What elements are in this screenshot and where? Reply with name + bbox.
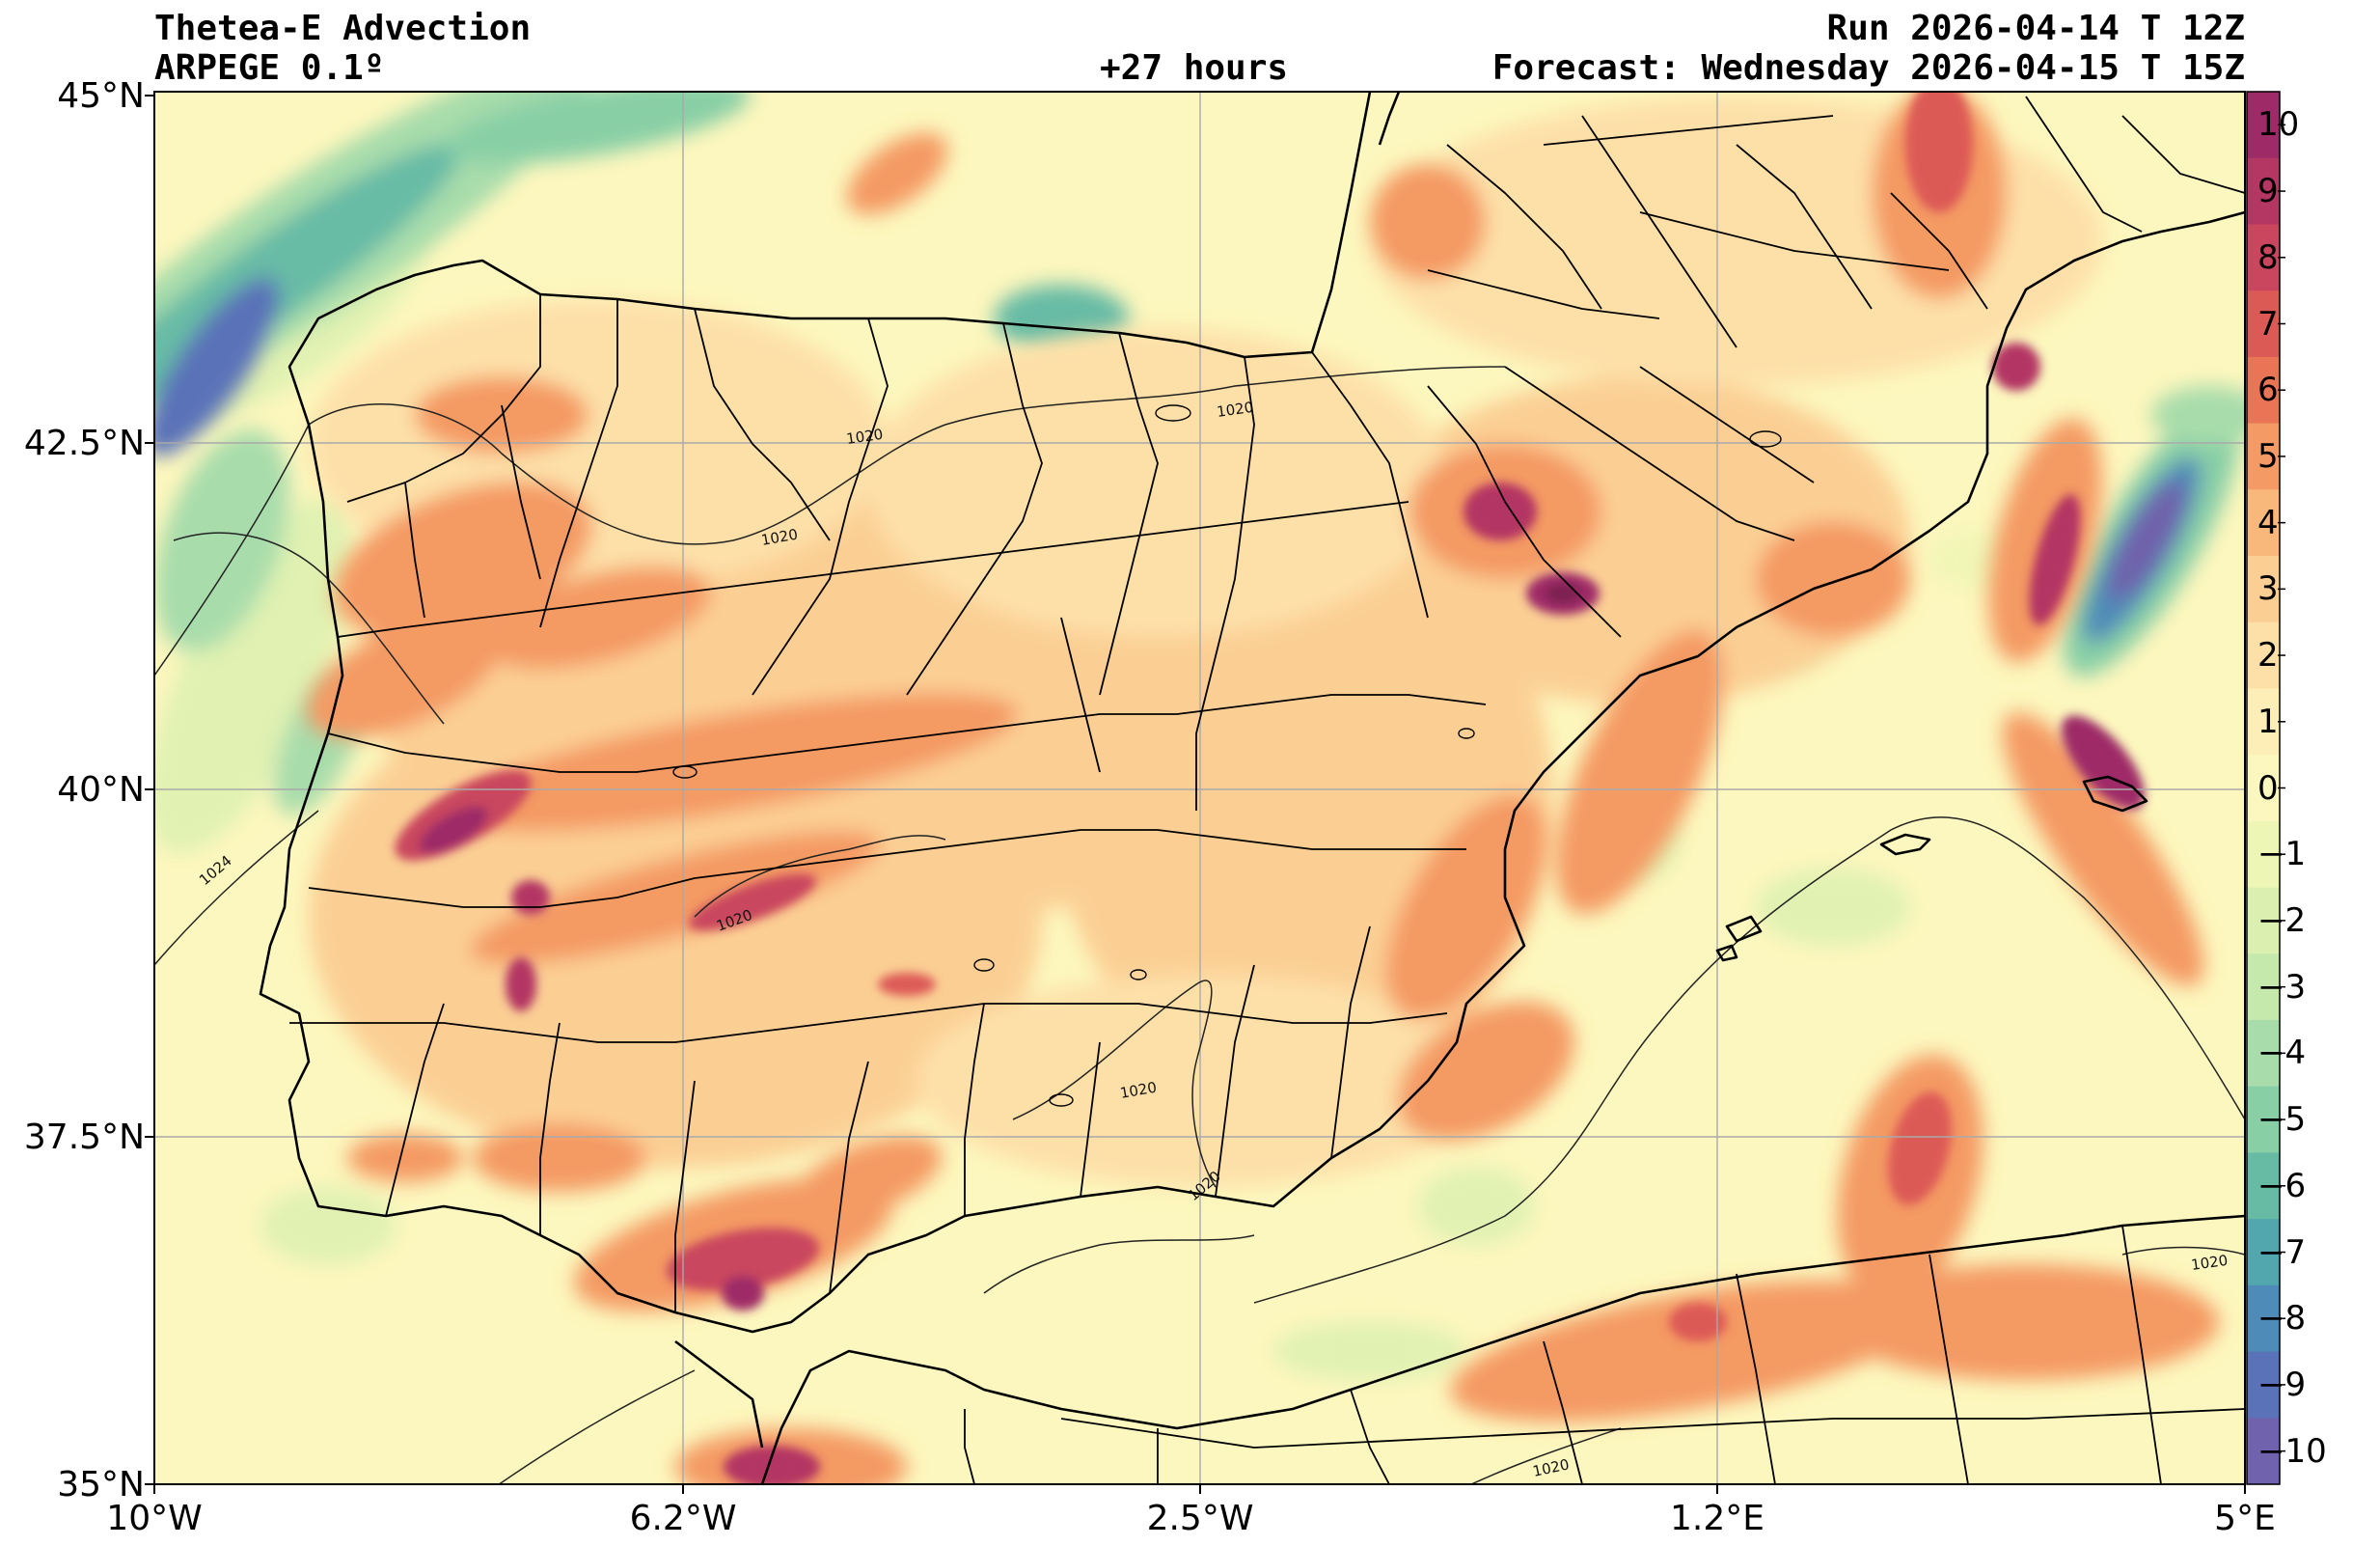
run-time: Run 2026-04-14 T 12Z — [1826, 9, 2245, 48]
colorbar-label: −8 — [2257, 1299, 2307, 1339]
colorbar-label: 0 — [2257, 768, 2279, 808]
reservoirs — [672, 404, 1782, 1107]
colorbar-swatch — [2247, 1418, 2280, 1485]
forecast-time: Forecast: Wednesday 2026-04-15 T 15Z — [1491, 48, 2245, 88]
colorbar-swatch — [2247, 1219, 2280, 1286]
colorbar-swatch — [2247, 290, 2280, 358]
colorbar-swatch — [2247, 556, 2280, 623]
colorbar-swatch — [2247, 356, 2280, 425]
colorbar-swatch — [2247, 92, 2280, 159]
colorbar-label: 4 — [2257, 503, 2279, 542]
coastlines — [259, 92, 2245, 1484]
colorbar-label: 2 — [2257, 636, 2279, 676]
axis-ticks — [145, 95, 2246, 1494]
colorbar-swatch — [2247, 1086, 2280, 1154]
lon-label: 1.2°E — [1670, 1499, 1764, 1538]
colorbar-swatch — [2247, 755, 2280, 822]
colorbar-label: 8 — [2257, 237, 2279, 277]
isobar-label: 1020 — [2190, 1252, 2229, 1274]
colorbar-swatch — [2247, 489, 2280, 557]
colorbar-label: 1 — [2257, 702, 2279, 741]
colorbar-label: −9 — [2257, 1365, 2307, 1404]
colorbar-swatch — [2247, 423, 2280, 490]
colorbar-label: 9 — [2257, 172, 2279, 211]
lat-label: 37.5°N — [23, 1118, 145, 1157]
colorbar-label: −7 — [2257, 1232, 2307, 1272]
colorbar-swatch — [2247, 224, 2280, 291]
advection-field: 1020 1020 1020 1020 1020 1024 1020 1020 … — [154, 92, 2245, 1484]
colorbar-label: −1 — [2257, 835, 2307, 874]
colorbar-swatch — [2247, 1284, 2280, 1353]
lon-label: 10°W — [106, 1499, 203, 1538]
colorbar-swatch — [2247, 157, 2280, 226]
lon-label: 6.2°W — [629, 1499, 737, 1538]
map-title: Thetea-E Advection — [154, 9, 532, 48]
colorbar-label: −3 — [2257, 967, 2307, 1007]
lat-label: 45°N — [57, 76, 145, 116]
isobar-label: 1020 — [845, 426, 884, 448]
province-borders — [289, 96, 2245, 1484]
lon-label: 5°E — [2214, 1499, 2276, 1538]
lead-time: +27 hours — [1100, 48, 1289, 88]
colorbar-label: 10 — [2257, 105, 2300, 145]
colorbar-label: 3 — [2257, 569, 2279, 609]
colorbar-label: −5 — [2257, 1100, 2307, 1140]
colorbar-label: 6 — [2257, 371, 2279, 410]
colorbar-label: 5 — [2257, 436, 2279, 476]
isobar-labels: 1020 1020 1020 1020 1020 1024 1020 1020 … — [196, 399, 2229, 1480]
model-name: ARPEGE 0.1º — [154, 48, 385, 88]
colorbar-swatch — [2247, 1020, 2280, 1088]
colorbar-label: −10 — [2257, 1431, 2327, 1471]
lon-label: 2.5°W — [1146, 1499, 1254, 1538]
graticule — [154, 92, 2245, 1484]
lat-label: 42.5°N — [23, 424, 145, 463]
colorbar — [2246, 91, 2285, 1485]
colorbar-swatch — [2247, 1152, 2280, 1220]
isobar-label: 1020 — [1216, 399, 1254, 421]
colorbar-swatch — [2247, 688, 2280, 756]
colorbar-swatch — [2247, 621, 2280, 690]
colorbar-label: −2 — [2257, 900, 2307, 940]
colorbar-label: −4 — [2257, 1034, 2307, 1073]
colorbar-label: 7 — [2257, 304, 2279, 344]
colorbar-label: −6 — [2257, 1166, 2307, 1205]
colorbar-swatch — [2247, 953, 2280, 1021]
colorbar-swatch — [2247, 1351, 2280, 1419]
colorbar-swatch — [2247, 820, 2280, 889]
colorbar-swatch — [2247, 887, 2280, 954]
lat-label: 35°N — [57, 1465, 145, 1505]
lat-label: 40°N — [57, 770, 145, 810]
